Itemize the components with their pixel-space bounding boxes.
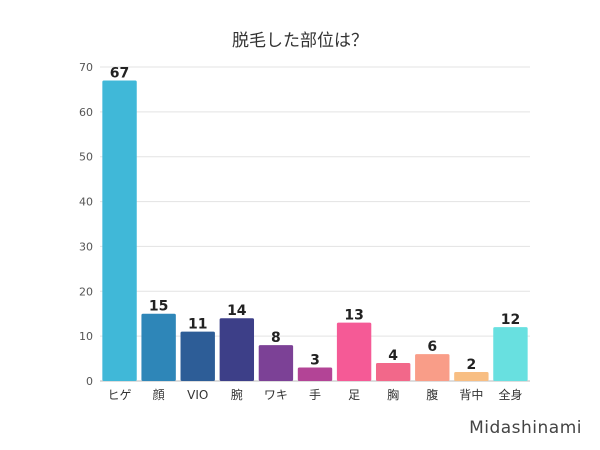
x-tick-label: 腹 [426,388,438,402]
bar [454,372,489,381]
chart-title: 脱毛した部位は？ [232,31,368,51]
bar-value-label: 14 [227,303,247,319]
y-tick-label: 30 [79,240,93,253]
x-tick-label: 背中 [459,387,483,402]
x-tick-label: VIO [187,388,208,402]
bar [336,322,372,381]
y-tick-label: 40 [79,196,93,209]
x-tick-label: 胸 [387,387,399,402]
bar [297,367,333,381]
bar [258,345,294,381]
bar [102,80,137,381]
bar [180,331,215,381]
x-tick-label: 足 [348,388,360,402]
bar-value-label: 11 [188,317,207,333]
watermark-logo: Midashinami [469,418,582,438]
x-tick-label: 全身 [498,387,522,402]
bar [415,354,450,381]
y-tick-label: 50 [79,151,93,164]
bar-value-label: 6 [427,339,437,355]
bar-value-label: 67 [110,65,129,81]
bar-value-label: 3 [310,353,320,369]
bar-value-label: 13 [344,308,363,324]
bar-value-label: 15 [149,299,168,315]
bar-value-label: 12 [501,312,520,328]
bar [493,327,528,381]
y-tick-label: 0 [86,375,93,388]
y-tick-label: 10 [79,330,93,343]
bar [219,318,255,381]
bar-value-label: 2 [466,357,476,373]
y-tick-label: 20 [79,285,93,298]
y-tick-label: 60 [79,106,93,119]
x-tick-label: ヒゲ [108,388,132,402]
x-tick-label: 腕 [231,387,243,402]
x-tick-label: ワキ [264,388,288,402]
bar-value-label: 8 [271,330,281,346]
bar-value-label: 4 [388,348,398,364]
bar [141,313,176,381]
y-tick-label: 70 [79,61,93,74]
x-tick-label: 手 [309,388,321,402]
bar [375,363,411,381]
x-tick-label: 顔 [153,387,165,402]
